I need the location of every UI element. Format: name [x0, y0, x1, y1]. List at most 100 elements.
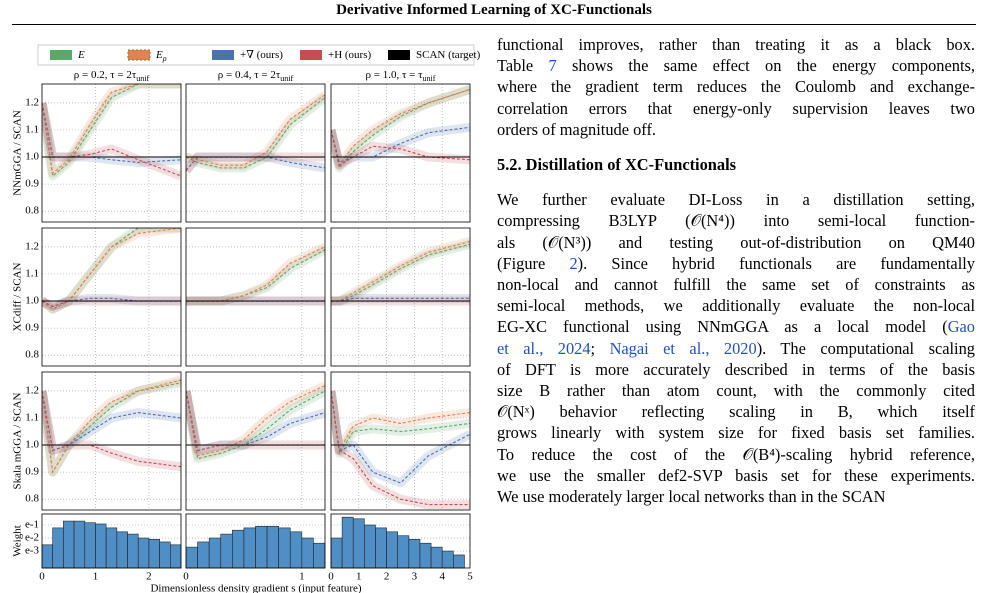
panel-frame [330, 371, 471, 511]
citation-link[interactable]: Gao [947, 317, 975, 337]
text-line: size B rather than atom count, with the … [497, 380, 975, 401]
panel-frame [330, 227, 471, 367]
citation-link[interactable]: 7 [548, 56, 557, 76]
text-line: we use the smaller def2-SVP basis set fo… [497, 465, 975, 486]
panel-frame [41, 83, 182, 223]
hist-bar [185, 546, 198, 569]
text-run: correlation errors that energy-only supe… [497, 98, 975, 118]
text-line: orders of magnitude off. [497, 119, 975, 140]
text-line: et al., 2024; Nagai et al., 2020). The c… [497, 338, 975, 359]
text-run: Table [497, 56, 549, 76]
text-part: ρ [162, 54, 167, 63]
hist-bar [266, 525, 279, 569]
x-tick-label: 0 [328, 571, 334, 583]
x-tick-label: 3 [412, 571, 418, 583]
text-line: We further evaluate DI-Loss in a distill… [497, 189, 975, 210]
section-heading: 5.2. Distillation of XC-Functionals [497, 155, 737, 175]
panel-plot [331, 390, 470, 510]
y-tick-label: 1.2 [25, 384, 39, 396]
hist-bar [341, 516, 354, 569]
text-run: We use moderately larger local networks … [497, 487, 886, 507]
hist-bar [127, 533, 139, 569]
column-title: ρ = 0.2, τ = 2τunif [74, 69, 150, 84]
text-line: grows linearly with system size for fixe… [497, 422, 975, 443]
text-run: ; [590, 338, 610, 358]
text-line: functional improves, rather than treatin… [497, 34, 975, 55]
text-run: orders of magnitude off. [497, 119, 657, 139]
text-part: unif [423, 74, 436, 83]
panel-frame [185, 83, 326, 223]
hist-bar [313, 542, 326, 569]
running-header: Derivative Informed Learning of XC-Funct… [336, 2, 652, 18]
y-tick-label: 0.8 [25, 205, 39, 217]
y-tick-label: 1.0 [25, 295, 39, 307]
hist-bar [148, 538, 160, 569]
text-line: compressing B3LYP (𝒪(N⁴)) into semi-loca… [497, 210, 975, 231]
text-part: ρ = 0.2, τ = 2τ [74, 69, 137, 81]
text-part: ρ = 1.0, τ = τ [366, 69, 424, 81]
text-run: of DFT is more accurately described in t… [497, 359, 975, 379]
series-line [186, 385, 325, 457]
hist-bar [52, 527, 64, 569]
y-tick-label: e-3 [25, 545, 40, 557]
series-line [331, 297, 470, 302]
hist-bar [197, 541, 210, 569]
text-run: we use the smaller def2-SVP basis set fo… [497, 465, 975, 485]
series-line [42, 379, 181, 474]
hist-bar [330, 537, 343, 569]
text-line: semi-local methods, we additionally eval… [497, 295, 975, 316]
series-line [331, 243, 470, 302]
panel-frame [330, 513, 471, 569]
text-column: functional improves, rather than treatin… [497, 34, 975, 507]
y-tick-label: 1.0 [25, 439, 39, 451]
y-tick-label: 0.8 [25, 493, 39, 505]
y-axis-label: Skala mGGA / SCAN [12, 393, 24, 490]
hist-bar [116, 531, 128, 569]
series-line [331, 390, 470, 455]
text-run: grows linearly with system size for fixe… [497, 423, 975, 443]
y-axis-label: XCdiff / SCAN [12, 263, 24, 332]
y-tick-label: 1.1 [25, 124, 39, 136]
legend-label: +H (ours) [328, 49, 372, 61]
panel-plot [186, 242, 325, 306]
legend-swatch [212, 50, 234, 60]
column-title: ρ = 0.4, τ = 2τunif [218, 69, 294, 84]
hist-bar [375, 527, 387, 569]
y-axis-label: NNmGGA / SCAN [12, 110, 24, 196]
x-tick-label: 4 [439, 571, 445, 583]
hist-bar [255, 525, 268, 569]
legend-label: E [77, 49, 85, 61]
hist-bar [408, 538, 421, 569]
hist-bar [63, 520, 75, 569]
hist-bar [220, 533, 233, 569]
text-line: We use moderately larger local networks … [497, 486, 975, 507]
panel-plot [186, 91, 325, 174]
y-axis-label: Weight [12, 525, 24, 557]
text-line: 𝒪(Nˣ) behavior reflecting scaling in B, … [497, 401, 975, 422]
text-line: als (𝒪(N³)) and testing out-of-distribut… [497, 232, 975, 253]
text-line: To reduce the cost of the 𝒪(B⁴)-scaling … [497, 444, 975, 465]
y-tick-label: 1.1 [25, 412, 39, 424]
legend-swatch [50, 50, 72, 60]
citation-link[interactable]: Nagai et al., 2020 [609, 338, 757, 358]
citation-link[interactable]: 2 [569, 253, 578, 273]
y-tick-label: 0.8 [25, 349, 39, 361]
text-run: where the gradient term reduces the Coul… [497, 77, 975, 97]
hist-bar [95, 523, 107, 569]
text-part: unif [136, 74, 149, 83]
hist-bar [84, 522, 96, 569]
hist-bar [419, 542, 432, 569]
text-run: 𝒪(Nˣ) behavior reflecting scaling in B, … [497, 402, 975, 422]
panel-frame [185, 371, 326, 511]
hist-bar [352, 518, 365, 569]
hist-bar [278, 527, 291, 569]
text-part: +H (ours) [328, 49, 372, 61]
text-part: E [77, 49, 85, 61]
y-tick-label: 1.1 [25, 268, 39, 280]
text-run: ). Since hybrid functionals are fundamen… [577, 253, 975, 273]
series-line [186, 97, 325, 169]
citation-link[interactable]: et al., 2024 [497, 338, 591, 358]
hist-bar [289, 531, 303, 569]
legend-label: +∇ (ours) [240, 49, 283, 61]
series-line [42, 390, 181, 468]
